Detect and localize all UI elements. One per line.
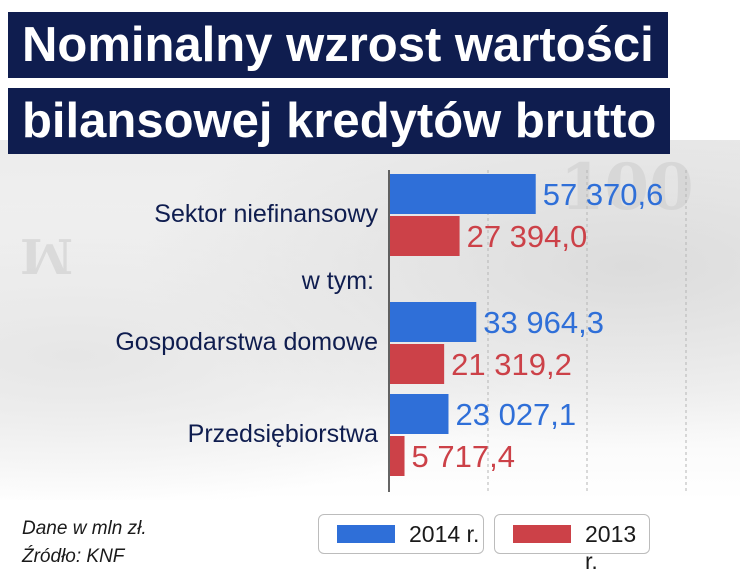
data-label: 33 964,3 bbox=[483, 305, 604, 340]
legend-swatch-2014 bbox=[337, 525, 395, 543]
title-line-2: bilansowej kredytów brutto bbox=[8, 88, 671, 154]
banknote-decoration: 100 bbox=[560, 150, 694, 225]
bar bbox=[390, 344, 445, 384]
unit-note: Dane w mln zł. bbox=[22, 518, 147, 539]
category-label: Gospodarstwa domowe bbox=[115, 328, 378, 356]
source-note: Źródło: KNF bbox=[22, 546, 125, 567]
data-label: 27 394,0 bbox=[467, 219, 588, 254]
legend-swatch-2013 bbox=[513, 525, 571, 543]
chart-title: Nominalny wzrost wartości bilansowej kre… bbox=[8, 12, 728, 162]
legend-item-2014: 2014 r. bbox=[318, 514, 484, 554]
bar bbox=[390, 302, 477, 342]
category-label: Sektor niefinansowy bbox=[154, 200, 378, 228]
legend-item-2013: 2013 r. bbox=[494, 514, 650, 574]
banknote-decoration: ꟽ bbox=[20, 230, 74, 286]
data-label: 23 027,1 bbox=[455, 397, 576, 432]
legend-label-2014: 2014 r. bbox=[409, 521, 480, 547]
category-label: Przedsiębiorstwa bbox=[188, 420, 378, 448]
data-label: 57 370,6 bbox=[543, 177, 664, 212]
bar bbox=[390, 174, 536, 214]
bar bbox=[390, 436, 405, 476]
bar bbox=[390, 394, 449, 434]
data-label: 5 717,4 bbox=[412, 439, 515, 474]
bar bbox=[390, 216, 460, 256]
separator-label: w tym: bbox=[301, 267, 374, 295]
legend-label-2013: 2013 r. bbox=[585, 521, 637, 574]
data-label: 21 319,2 bbox=[451, 347, 572, 382]
banknote-background: 100 ꟽ bbox=[0, 140, 740, 500]
title-line-1: Nominalny wzrost wartości bbox=[8, 12, 668, 78]
